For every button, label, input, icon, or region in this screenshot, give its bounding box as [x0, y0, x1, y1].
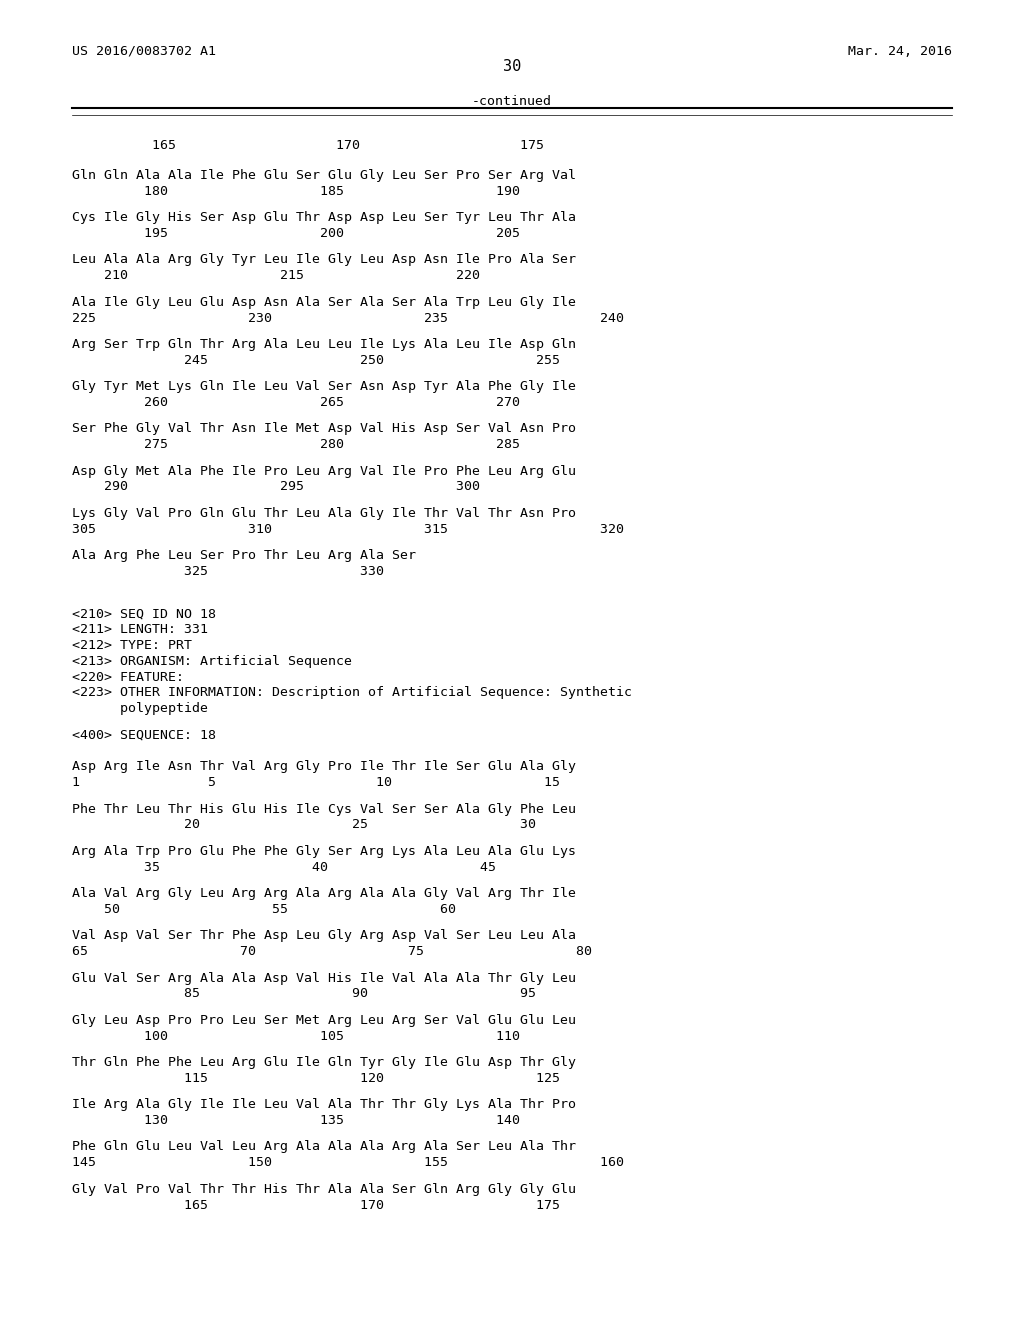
Text: 35                   40                   45: 35 40 45	[72, 861, 496, 874]
Text: US 2016/0083702 A1: US 2016/0083702 A1	[72, 45, 216, 58]
Text: Asp Gly Met Ala Phe Ile Pro Leu Arg Val Ile Pro Phe Leu Arg Glu: Asp Gly Met Ala Phe Ile Pro Leu Arg Val …	[72, 465, 575, 478]
Text: 290                   295                   300: 290 295 300	[72, 480, 479, 494]
Text: Glu Val Ser Arg Ala Ala Asp Val His Ile Val Ala Ala Thr Gly Leu: Glu Val Ser Arg Ala Ala Asp Val His Ile …	[72, 972, 575, 985]
Text: 20                   25                   30: 20 25 30	[72, 818, 536, 832]
Text: <213> ORGANISM: Artificial Sequence: <213> ORGANISM: Artificial Sequence	[72, 655, 351, 668]
Text: Phe Thr Leu Thr His Glu His Ile Cys Val Ser Ser Ala Gly Phe Leu: Phe Thr Leu Thr His Glu His Ile Cys Val …	[72, 803, 575, 816]
Text: Ile Arg Ala Gly Ile Ile Leu Val Ala Thr Thr Gly Lys Ala Thr Pro: Ile Arg Ala Gly Ile Ile Leu Val Ala Thr …	[72, 1098, 575, 1111]
Text: 100                   105                   110: 100 105 110	[72, 1030, 520, 1043]
Text: 195                   200                   205: 195 200 205	[72, 227, 520, 240]
Text: -continued: -continued	[472, 95, 552, 108]
Text: 225                   230                   235                   240: 225 230 235 240	[72, 312, 624, 325]
Text: 305                   310                   315                   320: 305 310 315 320	[72, 523, 624, 536]
Text: Lys Gly Val Pro Gln Glu Thr Leu Ala Gly Ile Thr Val Thr Asn Pro: Lys Gly Val Pro Gln Glu Thr Leu Ala Gly …	[72, 507, 575, 520]
Text: Leu Ala Ala Arg Gly Tyr Leu Ile Gly Leu Asp Asn Ile Pro Ala Ser: Leu Ala Ala Arg Gly Tyr Leu Ile Gly Leu …	[72, 253, 575, 267]
Text: <400> SEQUENCE: 18: <400> SEQUENCE: 18	[72, 729, 216, 742]
Text: 165                    170                    175: 165 170 175	[72, 139, 544, 152]
Text: <212> TYPE: PRT: <212> TYPE: PRT	[72, 639, 191, 652]
Text: Ala Ile Gly Leu Glu Asp Asn Ala Ser Ala Ser Ala Trp Leu Gly Ile: Ala Ile Gly Leu Glu Asp Asn Ala Ser Ala …	[72, 296, 575, 309]
Text: Gly Val Pro Val Thr Thr His Thr Ala Ala Ser Gln Arg Gly Gly Glu: Gly Val Pro Val Thr Thr His Thr Ala Ala …	[72, 1183, 575, 1196]
Text: 210                   215                   220: 210 215 220	[72, 269, 479, 282]
Text: Gly Leu Asp Pro Pro Leu Ser Met Arg Leu Arg Ser Val Glu Glu Leu: Gly Leu Asp Pro Pro Leu Ser Met Arg Leu …	[72, 1014, 575, 1027]
Text: 130                   135                   140: 130 135 140	[72, 1114, 520, 1127]
Text: Val Asp Val Ser Thr Phe Asp Leu Gly Arg Asp Val Ser Leu Leu Ala: Val Asp Val Ser Thr Phe Asp Leu Gly Arg …	[72, 929, 575, 942]
Text: 30: 30	[503, 59, 521, 74]
Text: Ala Arg Phe Leu Ser Pro Thr Leu Arg Ala Ser: Ala Arg Phe Leu Ser Pro Thr Leu Arg Ala …	[72, 549, 416, 562]
Text: Mar. 24, 2016: Mar. 24, 2016	[848, 45, 952, 58]
Text: Arg Ser Trp Gln Thr Arg Ala Leu Leu Ile Lys Ala Leu Ile Asp Gln: Arg Ser Trp Gln Thr Arg Ala Leu Leu Ile …	[72, 338, 575, 351]
Text: Thr Gln Phe Phe Leu Arg Glu Ile Gln Tyr Gly Ile Glu Asp Thr Gly: Thr Gln Phe Phe Leu Arg Glu Ile Gln Tyr …	[72, 1056, 575, 1069]
Text: Cys Ile Gly His Ser Asp Glu Thr Asp Asp Leu Ser Tyr Leu Thr Ala: Cys Ile Gly His Ser Asp Glu Thr Asp Asp …	[72, 211, 575, 224]
Text: polypeptide: polypeptide	[72, 702, 208, 715]
Text: Arg Ala Trp Pro Glu Phe Phe Gly Ser Arg Lys Ala Leu Ala Glu Lys: Arg Ala Trp Pro Glu Phe Phe Gly Ser Arg …	[72, 845, 575, 858]
Text: 275                   280                   285: 275 280 285	[72, 438, 520, 451]
Text: <210> SEQ ID NO 18: <210> SEQ ID NO 18	[72, 607, 216, 620]
Text: 260                   265                   270: 260 265 270	[72, 396, 520, 409]
Text: Ser Phe Gly Val Thr Asn Ile Met Asp Val His Asp Ser Val Asn Pro: Ser Phe Gly Val Thr Asn Ile Met Asp Val …	[72, 422, 575, 436]
Text: 65                   70                   75                   80: 65 70 75 80	[72, 945, 592, 958]
Text: Gly Tyr Met Lys Gln Ile Leu Val Ser Asn Asp Tyr Ala Phe Gly Ile: Gly Tyr Met Lys Gln Ile Leu Val Ser Asn …	[72, 380, 575, 393]
Text: 50                   55                   60: 50 55 60	[72, 903, 456, 916]
Text: 85                   90                   95: 85 90 95	[72, 987, 536, 1001]
Text: Ala Val Arg Gly Leu Arg Arg Ala Arg Ala Ala Gly Val Arg Thr Ile: Ala Val Arg Gly Leu Arg Arg Ala Arg Ala …	[72, 887, 575, 900]
Text: 1                5                    10                   15: 1 5 10 15	[72, 776, 560, 789]
Text: 145                   150                   155                   160: 145 150 155 160	[72, 1156, 624, 1170]
Text: 325                   330: 325 330	[72, 565, 384, 578]
Text: 180                   185                   190: 180 185 190	[72, 185, 520, 198]
Text: <223> OTHER INFORMATION: Description of Artificial Sequence: Synthetic: <223> OTHER INFORMATION: Description of …	[72, 686, 632, 700]
Text: Gln Gln Ala Ala Ile Phe Glu Ser Glu Gly Leu Ser Pro Ser Arg Val: Gln Gln Ala Ala Ile Phe Glu Ser Glu Gly …	[72, 169, 575, 182]
Text: <211> LENGTH: 331: <211> LENGTH: 331	[72, 623, 208, 636]
Text: 115                   120                   125: 115 120 125	[72, 1072, 560, 1085]
Text: 165                   170                   175: 165 170 175	[72, 1199, 560, 1212]
Text: Phe Gln Glu Leu Val Leu Arg Ala Ala Ala Arg Ala Ser Leu Ala Thr: Phe Gln Glu Leu Val Leu Arg Ala Ala Ala …	[72, 1140, 575, 1154]
Text: 245                   250                   255: 245 250 255	[72, 354, 560, 367]
Text: <220> FEATURE:: <220> FEATURE:	[72, 671, 183, 684]
Text: Asp Arg Ile Asn Thr Val Arg Gly Pro Ile Thr Ile Ser Glu Ala Gly: Asp Arg Ile Asn Thr Val Arg Gly Pro Ile …	[72, 760, 575, 774]
